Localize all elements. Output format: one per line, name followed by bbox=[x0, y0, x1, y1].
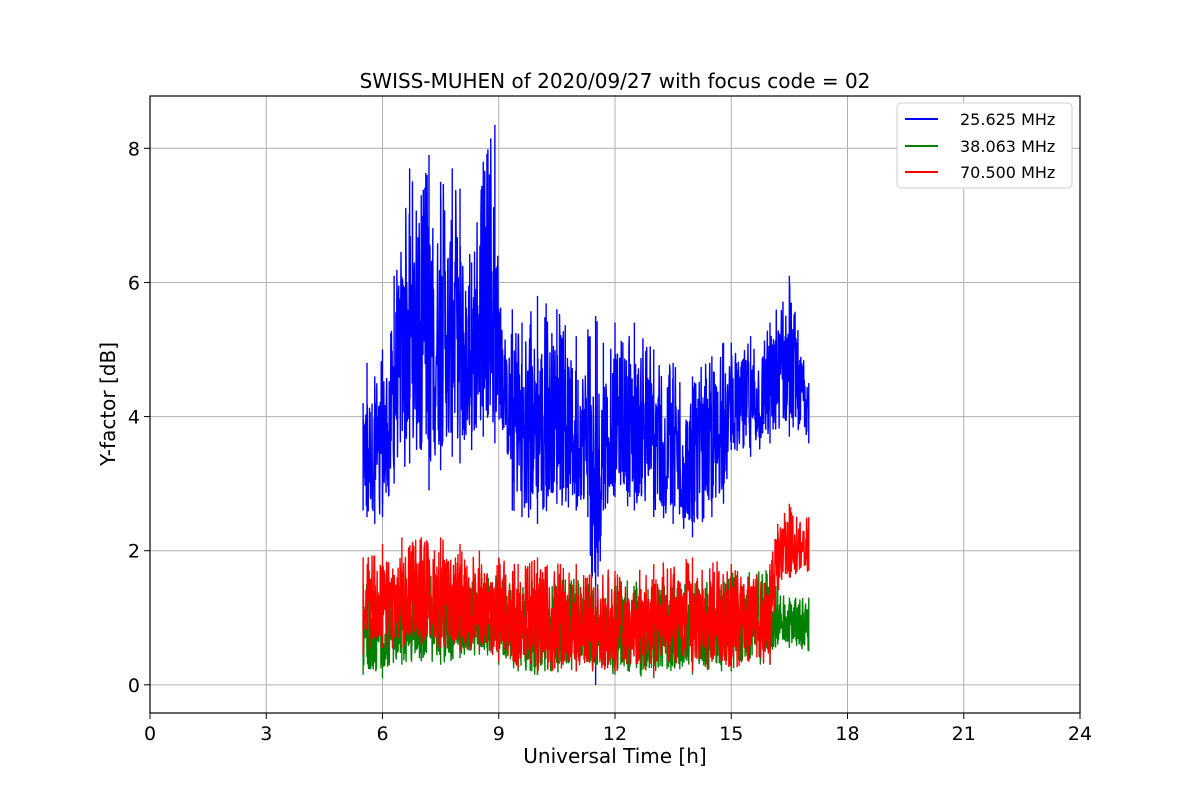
x-tick-label: 12 bbox=[603, 723, 627, 745]
x-tick-label: 6 bbox=[376, 723, 388, 745]
legend-box bbox=[896, 102, 1073, 189]
legend-label-38mhz: 38.063 MHz bbox=[960, 137, 1055, 156]
x-tick-label: 9 bbox=[493, 723, 505, 745]
series-layer bbox=[362, 124, 810, 685]
y-tick-label: 8 bbox=[128, 138, 140, 160]
legend-label-70mhz: 70.500 MHz bbox=[960, 163, 1055, 182]
legend-label-25mhz: 25.625 MHz bbox=[960, 110, 1055, 129]
x-tick-label: 24 bbox=[1068, 723, 1092, 745]
x-tick-label: 21 bbox=[952, 723, 976, 745]
x-tick-label: 18 bbox=[835, 723, 859, 745]
y-axis: 0 2 4 6 8 bbox=[128, 138, 150, 697]
x-tick-label: 0 bbox=[144, 723, 156, 745]
y-tick-label: 2 bbox=[128, 541, 140, 563]
x-axis-label: Universal Time [h] bbox=[523, 744, 706, 768]
series-line-2 bbox=[362, 506, 810, 672]
y-tick-label: 6 bbox=[128, 272, 140, 294]
y-axis-label: Y-factor [dB] bbox=[96, 342, 120, 467]
x-axis: 0 3 6 9 12 15 18 21 24 bbox=[144, 713, 1092, 745]
y-tick-label: 0 bbox=[128, 675, 140, 697]
chart-title: SWISS-MUHEN of 2020/09/27 with focus cod… bbox=[360, 69, 871, 93]
x-tick-label: 15 bbox=[719, 723, 743, 745]
legend: 25.625 MHz 38.063 MHz 70.500 MHz bbox=[896, 102, 1073, 189]
series-line-0 bbox=[362, 138, 810, 579]
x-tick-label: 3 bbox=[260, 723, 272, 745]
y-tick-label: 4 bbox=[128, 407, 140, 429]
